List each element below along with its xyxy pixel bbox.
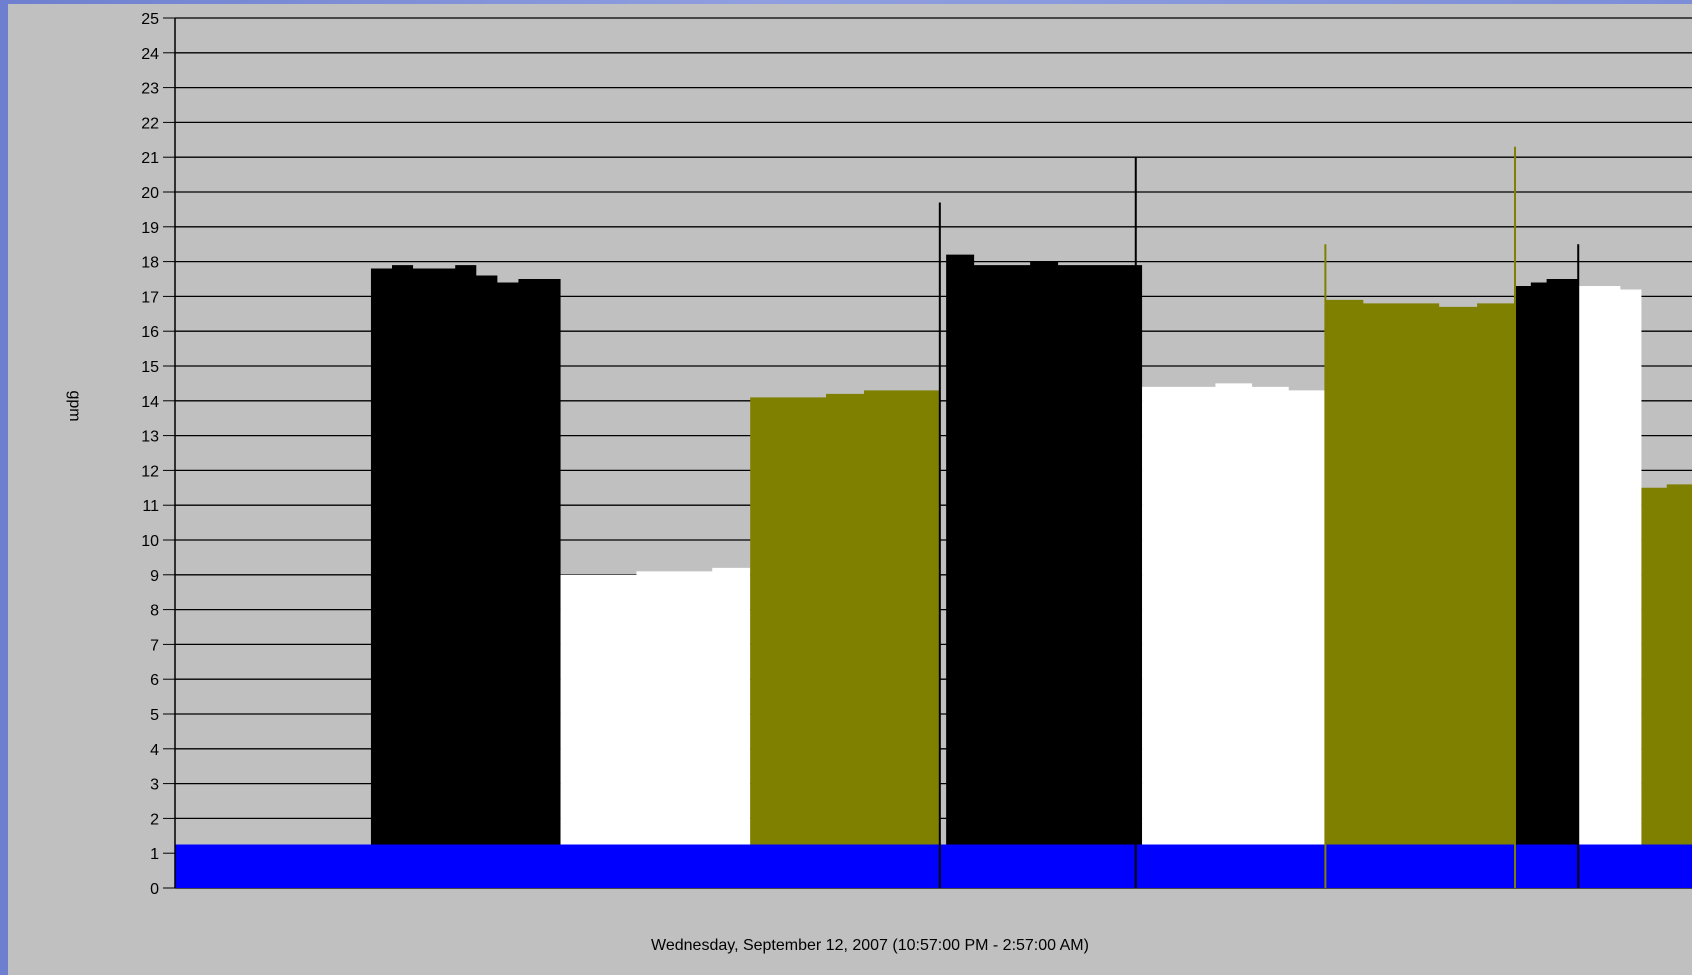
white-series-area xyxy=(1578,285,1642,889)
black-series-area xyxy=(1515,279,1579,888)
black-series-area xyxy=(946,254,1143,888)
y-tick-label: 4 xyxy=(150,742,159,759)
y-tick-label: 2 xyxy=(150,811,159,828)
y-axis: 0123456789101112131415161718192021222324… xyxy=(141,11,176,898)
spike-lines xyxy=(938,146,1580,888)
y-tick-label: 7 xyxy=(150,637,159,654)
y-tick-label: 22 xyxy=(141,115,159,132)
y-tick-label: 11 xyxy=(142,498,159,515)
x-axis-title: Wednesday, September 12, 2007 (10:57:00 … xyxy=(651,937,1089,954)
y-tick-label: 13 xyxy=(141,429,159,446)
y-tick-label: 0 xyxy=(150,881,159,898)
chart-panel: 0 1 2 3 4 5 6 7 8 9 10 11 12 13 14 15 16 17 18 19 20 21 22 23 24… xyxy=(8,4,1692,975)
y-tick-label: 15 xyxy=(141,359,159,376)
flow-rate-chart: 0123456789101112131415161718192021222324… xyxy=(66,11,1692,954)
y-tick-label: 19 xyxy=(141,220,159,237)
y-axis-title: gpm xyxy=(66,390,83,421)
olive-series-area xyxy=(1325,299,1516,888)
y-tick-label: 10 xyxy=(141,533,159,550)
black-series-area xyxy=(370,265,561,889)
y-tick-label: 5 xyxy=(150,707,159,724)
olive-series-area xyxy=(1641,484,1692,888)
blue-series-area xyxy=(175,844,1692,888)
white-series-area xyxy=(560,567,751,888)
y-tick-label: 1 xyxy=(150,846,159,863)
y-tick-label: 9 xyxy=(150,568,159,585)
y-tick-label: 17 xyxy=(141,289,159,306)
y-tick-label: 23 xyxy=(141,81,159,98)
y-tick-label: 18 xyxy=(141,255,159,272)
y-tick-label: 14 xyxy=(141,394,159,411)
y-tick-label: 20 xyxy=(141,185,159,202)
y-tick-label: 8 xyxy=(150,603,159,620)
white-series-area xyxy=(1142,383,1326,888)
y-tick-label: 3 xyxy=(150,777,159,794)
olive-series-area xyxy=(750,390,940,888)
y-tick-label: 25 xyxy=(141,11,159,28)
y-tick-label: 6 xyxy=(150,672,159,689)
data-series xyxy=(175,254,1692,889)
y-tick-label: 24 xyxy=(141,46,159,63)
y-tick-label: 12 xyxy=(141,463,159,480)
y-tick-label: 16 xyxy=(141,324,159,341)
y-tick-label: 21 xyxy=(141,150,159,167)
